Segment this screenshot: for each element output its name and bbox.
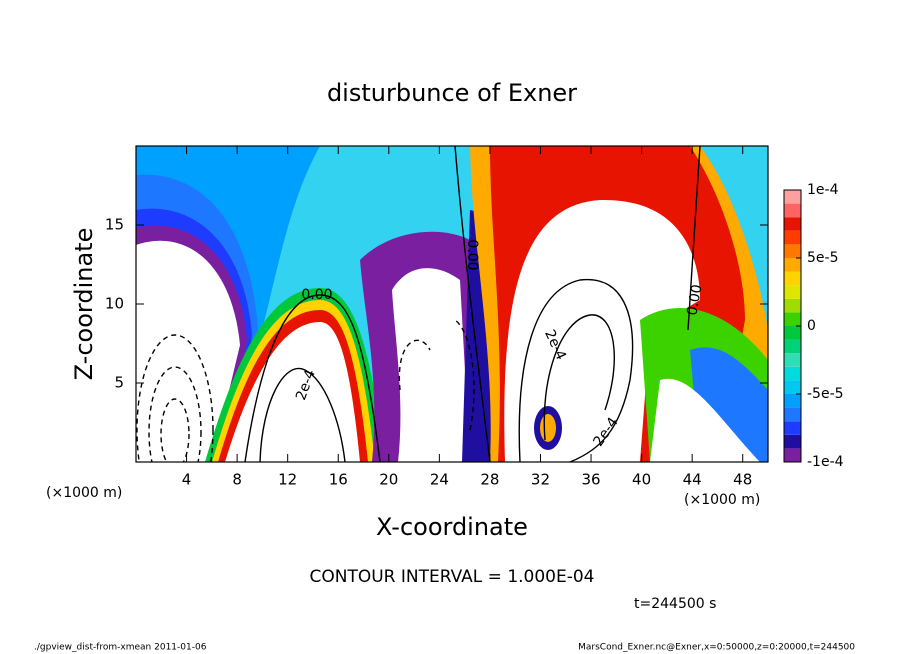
x-tick-label: 28 — [480, 471, 499, 489]
contour-label: 0.00 — [464, 239, 480, 270]
colorbar-band — [784, 230, 801, 245]
x-tick-label: 12 — [278, 471, 297, 489]
x-tick-label: 8 — [232, 471, 242, 489]
x-axis-label: X-coordinate — [376, 513, 528, 541]
x-tick-label: 48 — [733, 471, 752, 489]
colorbar-band — [784, 312, 801, 326]
x-tick-label: 20 — [379, 471, 398, 489]
footer-left: ./gpview_dist-from-xmean 2011-01-06 — [34, 643, 207, 653]
contour-field — [136, 146, 768, 462]
colorbar-band — [784, 448, 801, 462]
colorbar-band — [784, 366, 801, 381]
x-tick-label: 24 — [430, 471, 449, 489]
y-tick-label: 15 — [105, 216, 124, 234]
colorbar-tick-label: -1e-4 — [807, 454, 844, 470]
contour-label: 0.00 — [684, 283, 705, 316]
x-tick-label: 32 — [531, 471, 550, 489]
colorbar-band — [784, 285, 801, 299]
colorbar-band — [784, 217, 801, 231]
contour-interval: CONTOUR INTERVAL = 1.000E-04 — [310, 567, 595, 587]
y-axis-label: Z-coordinate — [70, 228, 98, 381]
time-label: t=244500 s — [634, 596, 716, 612]
colorbar-band — [784, 190, 801, 204]
x-tick-label: 44 — [683, 471, 702, 489]
x-tick-label: 16 — [329, 471, 348, 489]
colorbar-band — [784, 203, 801, 218]
x-tick-label: 40 — [632, 471, 651, 489]
chart-title: disturbunce of Exner — [327, 79, 577, 107]
colorbar-band — [784, 407, 801, 422]
contour-label: 0.00 — [301, 287, 332, 303]
y-tick-label: 5 — [114, 374, 124, 392]
colorbar-band — [784, 271, 801, 286]
colorbar-band — [784, 244, 801, 258]
colorbar-band — [784, 258, 801, 272]
x-tick-label: 36 — [581, 471, 600, 489]
colorbar-band — [784, 421, 801, 435]
colorbar-tick-label: 0 — [807, 318, 816, 334]
x-tick-label: 4 — [182, 471, 192, 489]
colorbar-tick-label: 5e-5 — [807, 250, 838, 266]
colorbar-tick-label: 1e-4 — [807, 182, 839, 198]
colorbar-band — [784, 326, 801, 340]
x-unit-label: (×1000 m) — [46, 485, 122, 501]
colorbar-band — [784, 434, 801, 449]
colorbar-tick-label: -5e-5 — [807, 386, 844, 402]
colorbar-band — [784, 380, 801, 394]
colorbar-band — [784, 353, 801, 367]
x-unit-label: (×1000 m) — [684, 492, 760, 508]
colorbar-band — [784, 298, 801, 313]
y-tick-label: 10 — [105, 295, 124, 313]
footer-right: MarsCond_Exner.nc@Exner,x=0:50000,z=0:20… — [578, 643, 855, 653]
colorbar-band — [784, 394, 801, 408]
colorbar-band — [784, 339, 801, 354]
